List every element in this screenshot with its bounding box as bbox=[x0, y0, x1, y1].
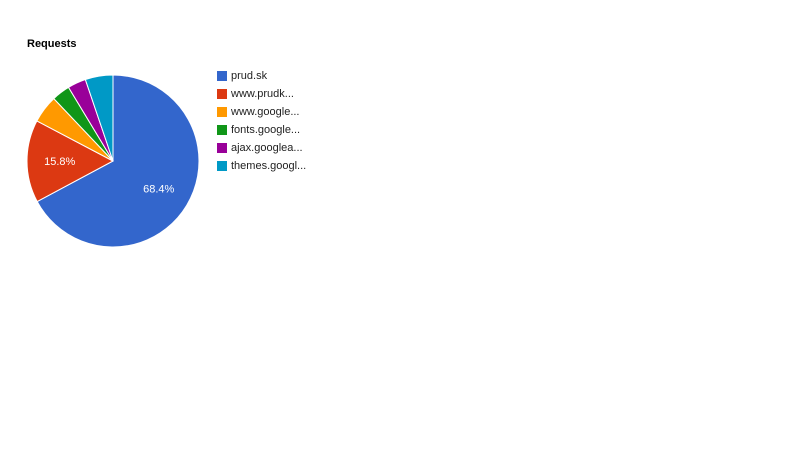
legend-swatch-4 bbox=[217, 143, 227, 153]
legend-item-1[interactable]: www.prudk... bbox=[217, 85, 306, 103]
pie-slice-labels: 68.4% 15.8% bbox=[44, 156, 174, 195]
legend-label-0: prud.sk bbox=[231, 70, 268, 82]
legend-swatch-1 bbox=[217, 89, 227, 99]
legend-item-0[interactable]: prud.sk bbox=[217, 67, 306, 85]
legend-swatch-3 bbox=[217, 125, 227, 135]
legend: prud.sk www.prudk... www.google... fonts.go… bbox=[217, 67, 306, 175]
slice-label-0: 68.4% bbox=[143, 183, 174, 195]
legend-label-2: www.google... bbox=[231, 106, 300, 118]
pie-slice-1[interactable] bbox=[26, 120, 115, 203]
legend-item-4[interactable]: ajax.googlea... bbox=[217, 139, 306, 157]
legend-swatch-2 bbox=[217, 107, 227, 117]
legend-item-5[interactable]: themes.googl... bbox=[217, 157, 306, 175]
legend-label-3: fonts.google... bbox=[231, 124, 301, 136]
legend-swatch-5 bbox=[217, 161, 227, 171]
legend-label-4: ajax.googlea... bbox=[231, 142, 303, 154]
legend-item-3[interactable]: fonts.google... bbox=[217, 121, 306, 139]
slice-label-1: 15.8% bbox=[44, 156, 75, 168]
chart-title: Requests bbox=[27, 38, 77, 50]
pie-slice-0[interactable] bbox=[36, 74, 200, 248]
pie-slices bbox=[26, 74, 200, 248]
legend-swatch-0 bbox=[217, 71, 227, 81]
legend-item-2[interactable]: www.google... bbox=[217, 103, 306, 121]
legend-label-5: themes.googl... bbox=[231, 160, 307, 172]
legend-label-1: www.prudk... bbox=[231, 88, 294, 100]
pie-slice-5[interactable] bbox=[84, 74, 114, 162]
